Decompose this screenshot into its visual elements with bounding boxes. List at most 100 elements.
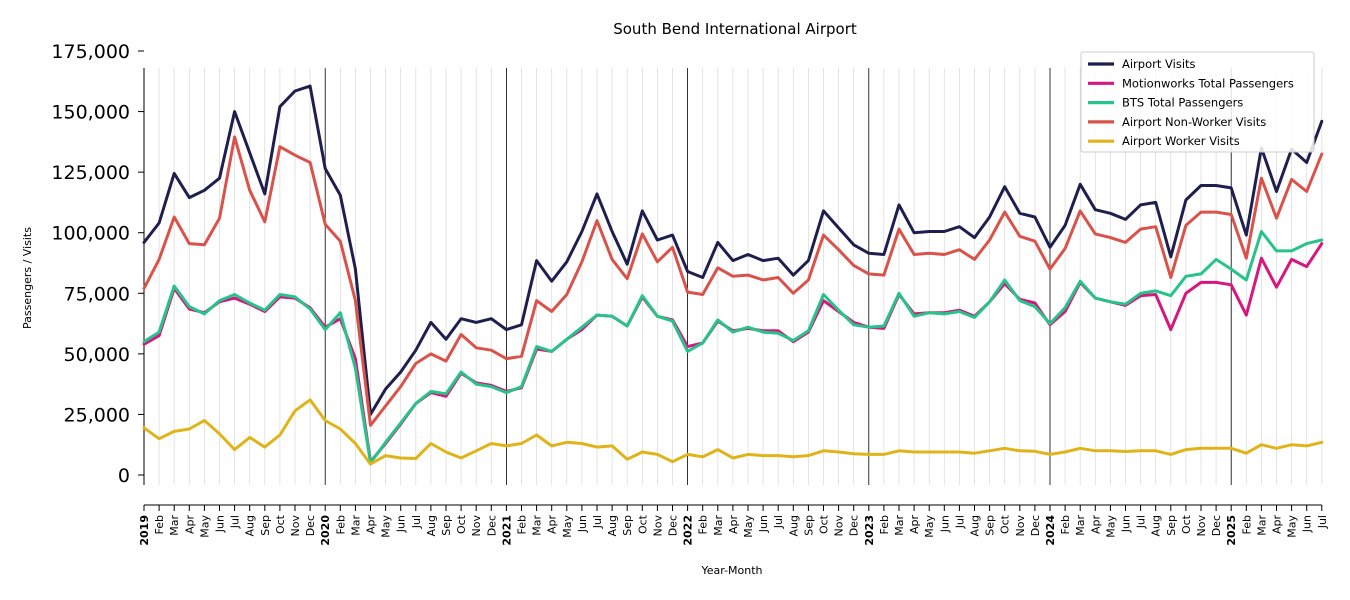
legend-label: Airport Non-Worker Visits [1122,115,1266,129]
series-line-airport-non-worker-visits [142,135,1324,427]
x-tick-month-label: Jul [1316,515,1329,529]
x-tick-month-label: Jul [772,515,785,529]
x-tick-month-label: Apr [1089,515,1102,535]
x-tick-month-label: Mar [893,515,906,536]
x-tick-month-label: Dec [485,515,498,536]
x-tick-month-label: Sep [621,515,634,536]
legend-label: Motionworks Total Passengers [1122,76,1294,90]
y-tick-label: 0 [118,465,130,487]
x-tick-month-label: May [923,515,936,538]
legend-label: BTS Total Passengers [1122,96,1243,110]
x-tick-year-label: 2025 [1225,515,1238,546]
y-axis: 0 25,000 50,000 75,000 100,000 125,000 150,000… [51,41,145,487]
x-tick-month-label: Feb [516,515,529,534]
x-tick-year-label: 2019 [138,515,151,546]
x-tick-month-label: Oct [274,514,287,534]
x-tick-month-label: Oct [636,514,649,534]
legend-label: Airport Visits [1122,57,1196,71]
x-tick-month-label: Aug [425,515,438,536]
x-tick-month-label: Jun [938,515,951,533]
y-tick-label: 100,000 [51,223,130,245]
x-tick-month-label: Sep [984,515,997,536]
x-tick-month-label: Mar [349,515,362,536]
x-tick-month-label: Sep [802,515,815,536]
x-tick-month-label: Dec [1029,515,1042,536]
y-tick-label: 125,000 [51,162,130,184]
x-tick-month-label: May [561,515,574,538]
x-tick-year-label: 2021 [500,515,513,546]
x-tick-month-label: Sep [259,515,272,536]
x-tick-month-label: Apr [365,515,378,535]
x-tick-month-label: Jul [229,515,242,529]
x-tick-month-label: Mar [1074,515,1087,536]
x-tick-month-label: Aug [606,515,619,536]
x-tick-month-label: Sep [1165,515,1178,536]
x-tick-month-label: Jul [591,515,604,529]
x-tick-month-label: Nov [1195,515,1208,537]
series-layer [142,84,1324,466]
x-tick-month-label: Mar [712,515,725,536]
x-tick-month-label: Mar [531,515,544,536]
y-tick-label: 50,000 [64,344,130,366]
series-line-airport-worker-visits [142,398,1324,466]
x-tick-month-label: May [742,515,755,538]
series-line-bts-total-passengers [142,230,1324,465]
x-tick-month-label: Feb [334,515,347,534]
y-tick-label: 175,000 [51,41,130,63]
legend-box [1080,51,1315,153]
x-tick-month-label: Apr [908,515,921,535]
x-tick-month-label: May [380,515,393,538]
x-tick-year-label: 2023 [863,515,876,546]
x-tick-month-label: Nov [289,515,302,537]
x-tick-month-label: Jul [1135,515,1148,529]
x-tick-month-label: Jun [757,515,770,533]
x-tick-month-label: Aug [1150,515,1163,536]
x-tick-month-label: Jun [576,515,589,533]
x-tick-month-label: Oct [455,514,468,534]
x-tick-year-label: 2020 [319,515,332,546]
x-tick-month-label: Jul [410,515,423,529]
x-axis-title: Year-Month [700,564,762,577]
series-line-airport-visits [142,84,1324,416]
x-tick-month-label: Mar [1255,515,1268,536]
x-tick-month-label: Feb [1240,515,1253,534]
x-tick-month-label: Aug [969,515,982,536]
x-tick-month-label: Nov [651,515,664,537]
x-tick-month-label: Apr [1271,515,1284,535]
x-tick-month-label: Jun [1120,515,1133,533]
legend-label: Airport Worker Visits [1122,134,1240,148]
y-tick-label: 75,000 [64,283,130,305]
chart-title: South Bend International Airport [613,20,857,38]
x-tick-month-label: Dec [848,515,861,536]
x-tick-month-label: Aug [787,515,800,536]
x-tick-year-label: 2022 [682,515,695,546]
legend: Airport Visits Motionworks Total Passenge… [1080,51,1315,153]
x-tick-month-label: May [1286,515,1299,538]
x-tick-year-label: 2024 [1044,515,1057,546]
x-tick-month-label: Apr [546,515,559,535]
x-tick-month-label: Jun [214,515,227,533]
x-tick-month-label: Nov [470,515,483,537]
x-tick-month-label: Dec [304,515,317,536]
x-tick-month-label: Dec [1210,515,1223,536]
x-tick-month-label: May [198,515,211,538]
x-tick-month-label: Dec [667,515,680,536]
x-tick-month-label: Nov [1014,515,1027,537]
y-axis-title: Passengers / Visits [21,227,34,329]
x-tick-month-label: Oct [818,514,831,534]
x-tick-month-label: Apr [727,515,740,535]
x-tick-month-label: Feb [697,515,710,534]
x-axis: 2019 Feb Mar Apr May Jun Jul Aug Sep Oct Nov Dec 202… [138,504,1329,546]
x-tick-month-label: Jun [1301,515,1314,533]
x-tick-month-label: May [1104,515,1117,538]
x-tick-month-label: Nov [833,515,846,537]
x-tick-month-label: Jun [395,515,408,533]
x-tick-month-label: Sep [440,515,453,536]
x-tick-month-label: Aug [244,515,257,536]
x-tick-month-label: Oct [999,514,1012,534]
x-tick-month-label: Oct [1180,514,1193,534]
x-tick-month-label: Feb [878,515,891,534]
x-tick-month-label: Jul [953,515,966,529]
